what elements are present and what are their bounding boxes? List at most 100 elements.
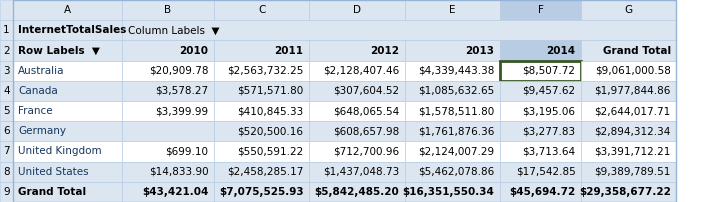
Text: $410,845.33: $410,845.33 — [237, 106, 304, 116]
Bar — [500, 0, 581, 20]
Bar — [0, 141, 13, 162]
Bar — [214, 0, 309, 20]
Bar — [0, 61, 13, 81]
Text: $16,351,550.34: $16,351,550.34 — [402, 187, 494, 197]
Text: $608,657.98: $608,657.98 — [333, 126, 399, 136]
Bar — [0, 121, 13, 141]
Text: 2011: 2011 — [275, 45, 304, 56]
Text: $8,507.72: $8,507.72 — [522, 66, 575, 76]
Bar — [581, 40, 676, 61]
Text: $307,604.52: $307,604.52 — [333, 86, 399, 96]
Text: B: B — [164, 5, 172, 15]
Bar — [309, 141, 405, 162]
Text: E: E — [449, 5, 455, 15]
Text: Germany: Germany — [18, 126, 66, 136]
Text: $699.10: $699.10 — [165, 146, 208, 157]
Bar — [122, 61, 214, 81]
Text: $20,909.78: $20,909.78 — [149, 66, 208, 76]
Text: 2014: 2014 — [546, 45, 575, 56]
Bar — [214, 182, 309, 202]
Bar — [581, 121, 676, 141]
Bar — [13, 141, 122, 162]
Bar — [309, 40, 405, 61]
Bar — [0, 81, 13, 101]
Text: $1,437,048.73: $1,437,048.73 — [323, 167, 399, 177]
Text: Canada: Canada — [18, 86, 58, 96]
Bar — [500, 40, 581, 61]
Text: 2012: 2012 — [370, 45, 399, 56]
Text: D: D — [353, 5, 361, 15]
Bar — [500, 141, 581, 162]
Bar — [13, 61, 122, 81]
Bar — [0, 20, 13, 40]
Bar — [405, 61, 500, 81]
Bar — [214, 101, 309, 121]
Bar — [13, 20, 122, 40]
Bar — [581, 0, 676, 20]
Bar — [581, 101, 676, 121]
Bar — [13, 40, 122, 61]
Text: $1,761,876.36: $1,761,876.36 — [418, 126, 494, 136]
Bar — [13, 162, 122, 182]
Text: A: A — [64, 5, 71, 15]
Bar — [581, 81, 676, 101]
Text: $29,358,677.22: $29,358,677.22 — [579, 187, 671, 197]
Text: 2010: 2010 — [179, 45, 208, 56]
Text: G: G — [625, 5, 633, 15]
Bar — [214, 162, 309, 182]
Text: United States: United States — [18, 167, 89, 177]
Text: United Kingdom: United Kingdom — [18, 146, 102, 157]
Text: Grand Total: Grand Total — [18, 187, 86, 197]
Text: $3,391,712.21: $3,391,712.21 — [594, 146, 671, 157]
Text: $9,061,000.58: $9,061,000.58 — [595, 66, 671, 76]
Bar — [122, 0, 214, 20]
Text: 9: 9 — [3, 187, 10, 197]
Bar — [581, 141, 676, 162]
Bar — [214, 40, 309, 61]
Text: 3: 3 — [3, 66, 10, 76]
Text: 4: 4 — [3, 86, 10, 96]
Text: 5: 5 — [3, 106, 10, 116]
Text: $550,591.22: $550,591.22 — [237, 146, 304, 157]
Text: $2,563,732.25: $2,563,732.25 — [227, 66, 304, 76]
Bar — [405, 40, 500, 61]
Bar — [500, 121, 581, 141]
Text: $17,542.85: $17,542.85 — [515, 167, 575, 177]
Text: $2,124,007.29: $2,124,007.29 — [418, 146, 494, 157]
Text: $14,833.90: $14,833.90 — [149, 167, 208, 177]
Text: $2,458,285.17: $2,458,285.17 — [227, 167, 304, 177]
Text: $2,128,407.46: $2,128,407.46 — [323, 66, 399, 76]
Text: 1: 1 — [3, 25, 10, 35]
Bar — [214, 141, 309, 162]
Bar — [0, 162, 13, 182]
Bar — [13, 121, 122, 141]
Bar — [309, 121, 405, 141]
Text: $571,571.80: $571,571.80 — [237, 86, 304, 96]
Bar — [122, 40, 214, 61]
Text: $7,075,525.93: $7,075,525.93 — [219, 187, 304, 197]
Bar — [405, 121, 500, 141]
Bar — [309, 162, 405, 182]
Bar — [309, 81, 405, 101]
Text: 2: 2 — [3, 45, 10, 56]
Text: $1,085,632.65: $1,085,632.65 — [418, 86, 494, 96]
Bar — [309, 182, 405, 202]
Bar — [405, 101, 500, 121]
Bar — [13, 182, 122, 202]
Bar — [122, 141, 214, 162]
Bar — [405, 0, 500, 20]
Bar — [500, 81, 581, 101]
Text: $43,421.04: $43,421.04 — [142, 187, 208, 197]
Text: France: France — [18, 106, 53, 116]
Bar — [309, 61, 405, 81]
Text: Column Labels  ▼: Column Labels ▼ — [128, 25, 220, 35]
Bar — [405, 182, 500, 202]
Bar — [0, 182, 13, 202]
Bar — [13, 0, 122, 20]
Bar — [122, 121, 214, 141]
Text: $1,578,511.80: $1,578,511.80 — [418, 106, 494, 116]
Text: $3,399.99: $3,399.99 — [155, 106, 208, 116]
Bar — [122, 101, 214, 121]
Bar — [309, 0, 405, 20]
Bar — [309, 101, 405, 121]
